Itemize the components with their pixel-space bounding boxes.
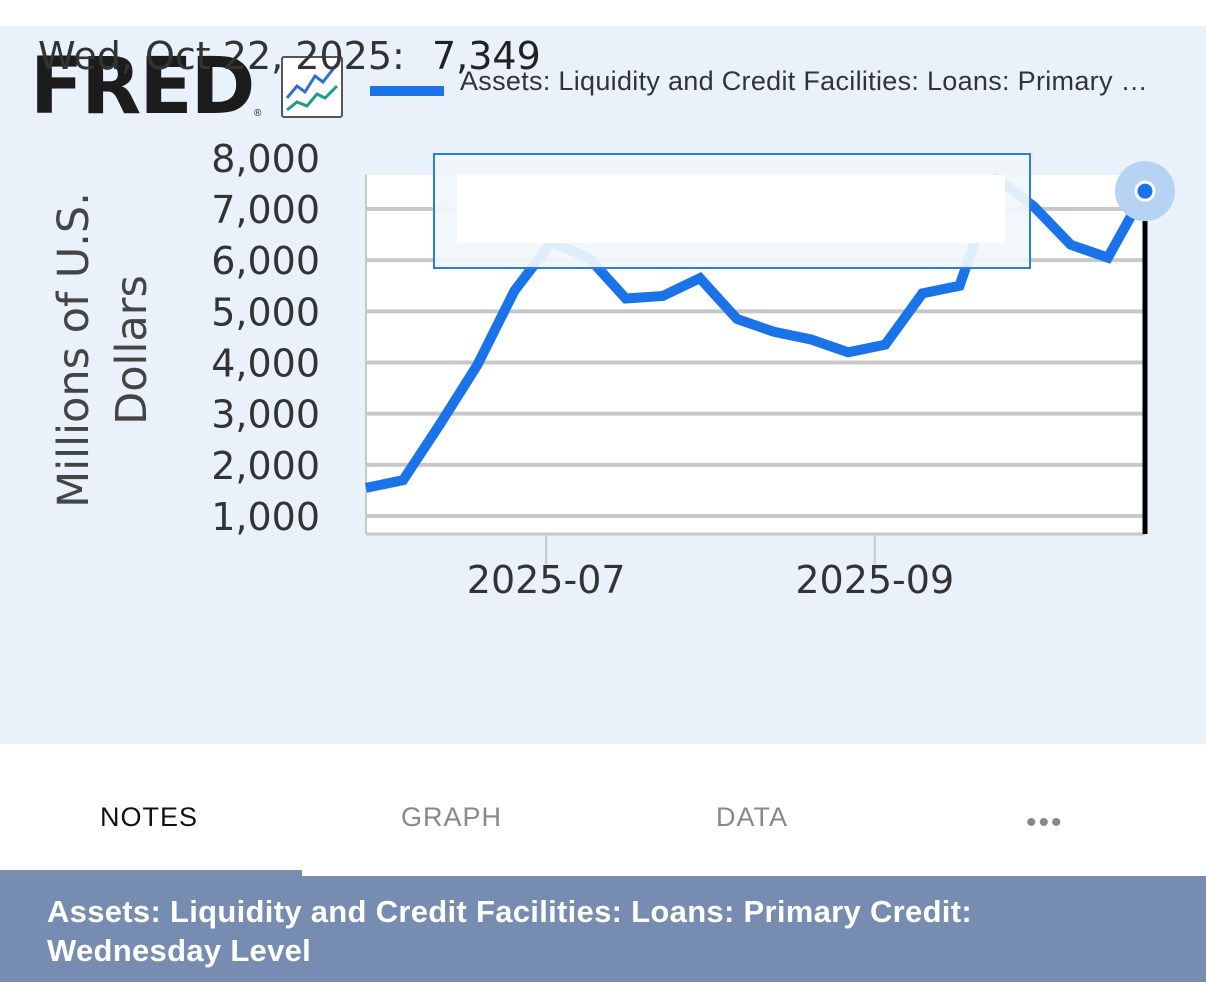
- line-chart[interactable]: 1,000 2,000 3,000 4,000 5,000 6,000 7,000 8,000…: [0, 0, 1206, 744]
- chart-line-icon: [281, 56, 343, 118]
- tooltip-value: 7,349: [432, 34, 541, 78]
- y-axis-label: Millions of U.S. Dollars: [49, 192, 157, 508]
- active-tab-indicator: [0, 870, 302, 876]
- legend-swatch: [370, 86, 444, 96]
- y-tick-label: 8,000: [211, 137, 320, 181]
- series-title-bar: Assets: Liquidity and Credit Facilities:…: [0, 876, 1206, 982]
- top-strip: [0, 0, 1206, 26]
- y-tick-label: 6,000: [211, 239, 320, 283]
- tooltip-date: Wed, Oct 22, 2025:: [38, 34, 405, 78]
- tab-graph[interactable]: GRAPH: [401, 802, 503, 832]
- series-title: Assets: Liquidity and Credit Facilities:…: [47, 894, 972, 968]
- registered-mark: ®: [254, 108, 262, 119]
- x-tick-label: 2025-09: [795, 558, 954, 602]
- y-tick-label: 2,000: [211, 444, 320, 488]
- highlight-point: [1134, 180, 1156, 202]
- fred-logo[interactable]: FRED: [30, 42, 255, 132]
- y-tick-label: 4,000: [211, 342, 320, 386]
- tab-notes[interactable]: NOTES: [100, 802, 199, 832]
- more-dots-icon[interactable]: •••: [1026, 806, 1064, 839]
- y-tick-label: 5,000: [211, 290, 320, 334]
- y-tick-label: 7,000: [211, 188, 320, 232]
- x-tick-label: 2025-07: [467, 558, 626, 602]
- y-tick-label: 3,000: [211, 393, 320, 437]
- tab-data[interactable]: DATA: [716, 802, 789, 832]
- tooltip-panel: [457, 175, 1005, 243]
- y-tick-label: 1,000: [211, 495, 320, 539]
- tooltip: [433, 153, 1031, 269]
- tab-bar: NOTES GRAPH DATA •••: [0, 744, 1206, 876]
